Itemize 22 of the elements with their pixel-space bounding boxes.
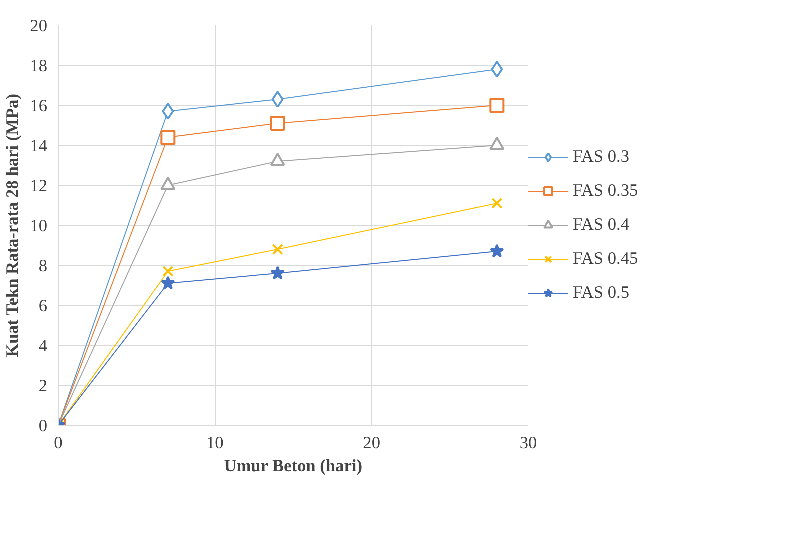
legend-label: FAS 0.5 [573, 283, 630, 303]
y-tick-label: 18 [30, 56, 48, 76]
y-tick-label: 4 [38, 336, 48, 356]
y-tick-label: 14 [30, 136, 48, 156]
y-tick-label: 0 [38, 416, 48, 436]
y-tick-label: 16 [30, 96, 48, 116]
y-tick-label: 8 [38, 256, 48, 276]
legend-label: FAS 0.3 [573, 147, 630, 167]
y-axis-title: Kuat Tekn Rata-rata 28 hari (MPa) [3, 94, 22, 358]
y-tick-label: 6 [38, 296, 48, 316]
legend-label: FAS 0.45 [573, 249, 638, 269]
legend-label: FAS 0.35 [573, 181, 638, 201]
x-tick-label: 0 [54, 434, 63, 452]
x-tick-label: 20 [363, 434, 380, 452]
x-tick-label: 30 [520, 434, 538, 452]
y-tick-label: 2 [38, 376, 48, 396]
y-tick-label: 20 [30, 16, 48, 36]
x-tick-label: 10 [206, 434, 224, 452]
y-tick-label: 10 [30, 216, 48, 236]
x-axis-title: Umur Beton (hari) [224, 456, 363, 476]
y-tick-label: 12 [30, 176, 48, 196]
legend-label: FAS 0.4 [573, 215, 630, 235]
